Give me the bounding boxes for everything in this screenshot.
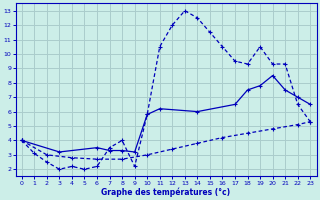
X-axis label: Graphe des températures (°c): Graphe des températures (°c)	[101, 187, 231, 197]
